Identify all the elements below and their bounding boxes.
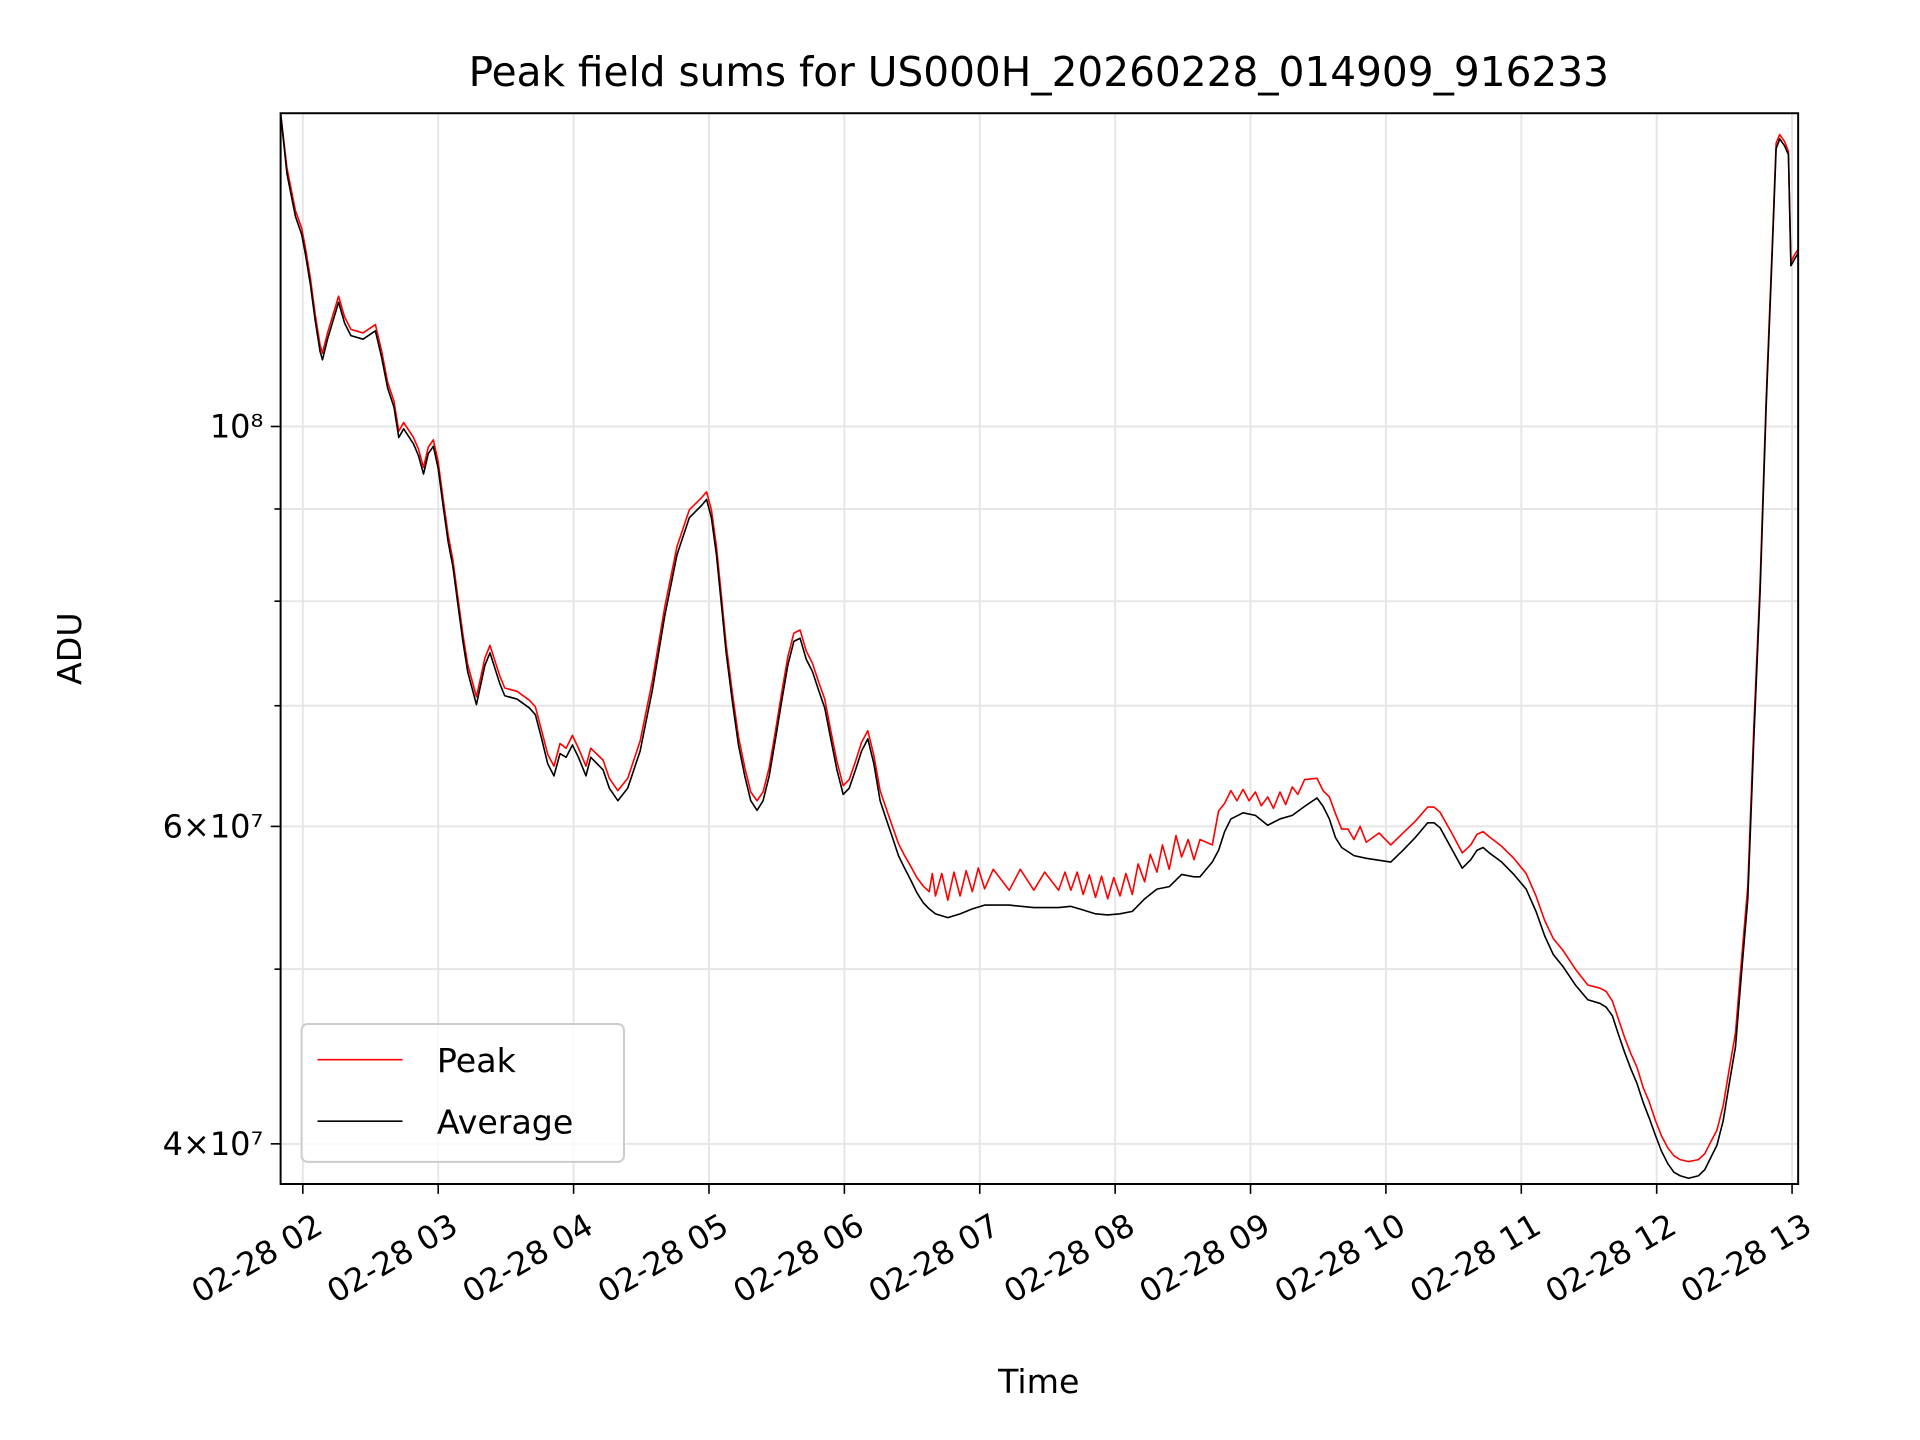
y-tick-label: 6×10⁷: [163, 807, 264, 845]
plot-frame: [279, 112, 1800, 1185]
x-axis-label: Time: [997, 1362, 1079, 1401]
grid: [280, 113, 1799, 1184]
legend-label-average: Average: [437, 1103, 573, 1142]
y-tick-label: 10⁸: [210, 408, 264, 446]
legend-box: [300, 1023, 625, 1163]
legend: Peak Average: [300, 1023, 625, 1163]
series-lines: [279, 113, 1799, 1180]
legend-label-peak: Peak: [437, 1041, 517, 1080]
chart-title: Peak field sums for US000H_20260228_0149…: [469, 48, 1609, 96]
series-line-average: [279, 113, 1799, 1180]
y-axis-label: ADU: [50, 612, 89, 685]
y-tick-label: 4×10⁷: [163, 1125, 264, 1163]
series-line-peak: [279, 113, 1799, 1163]
